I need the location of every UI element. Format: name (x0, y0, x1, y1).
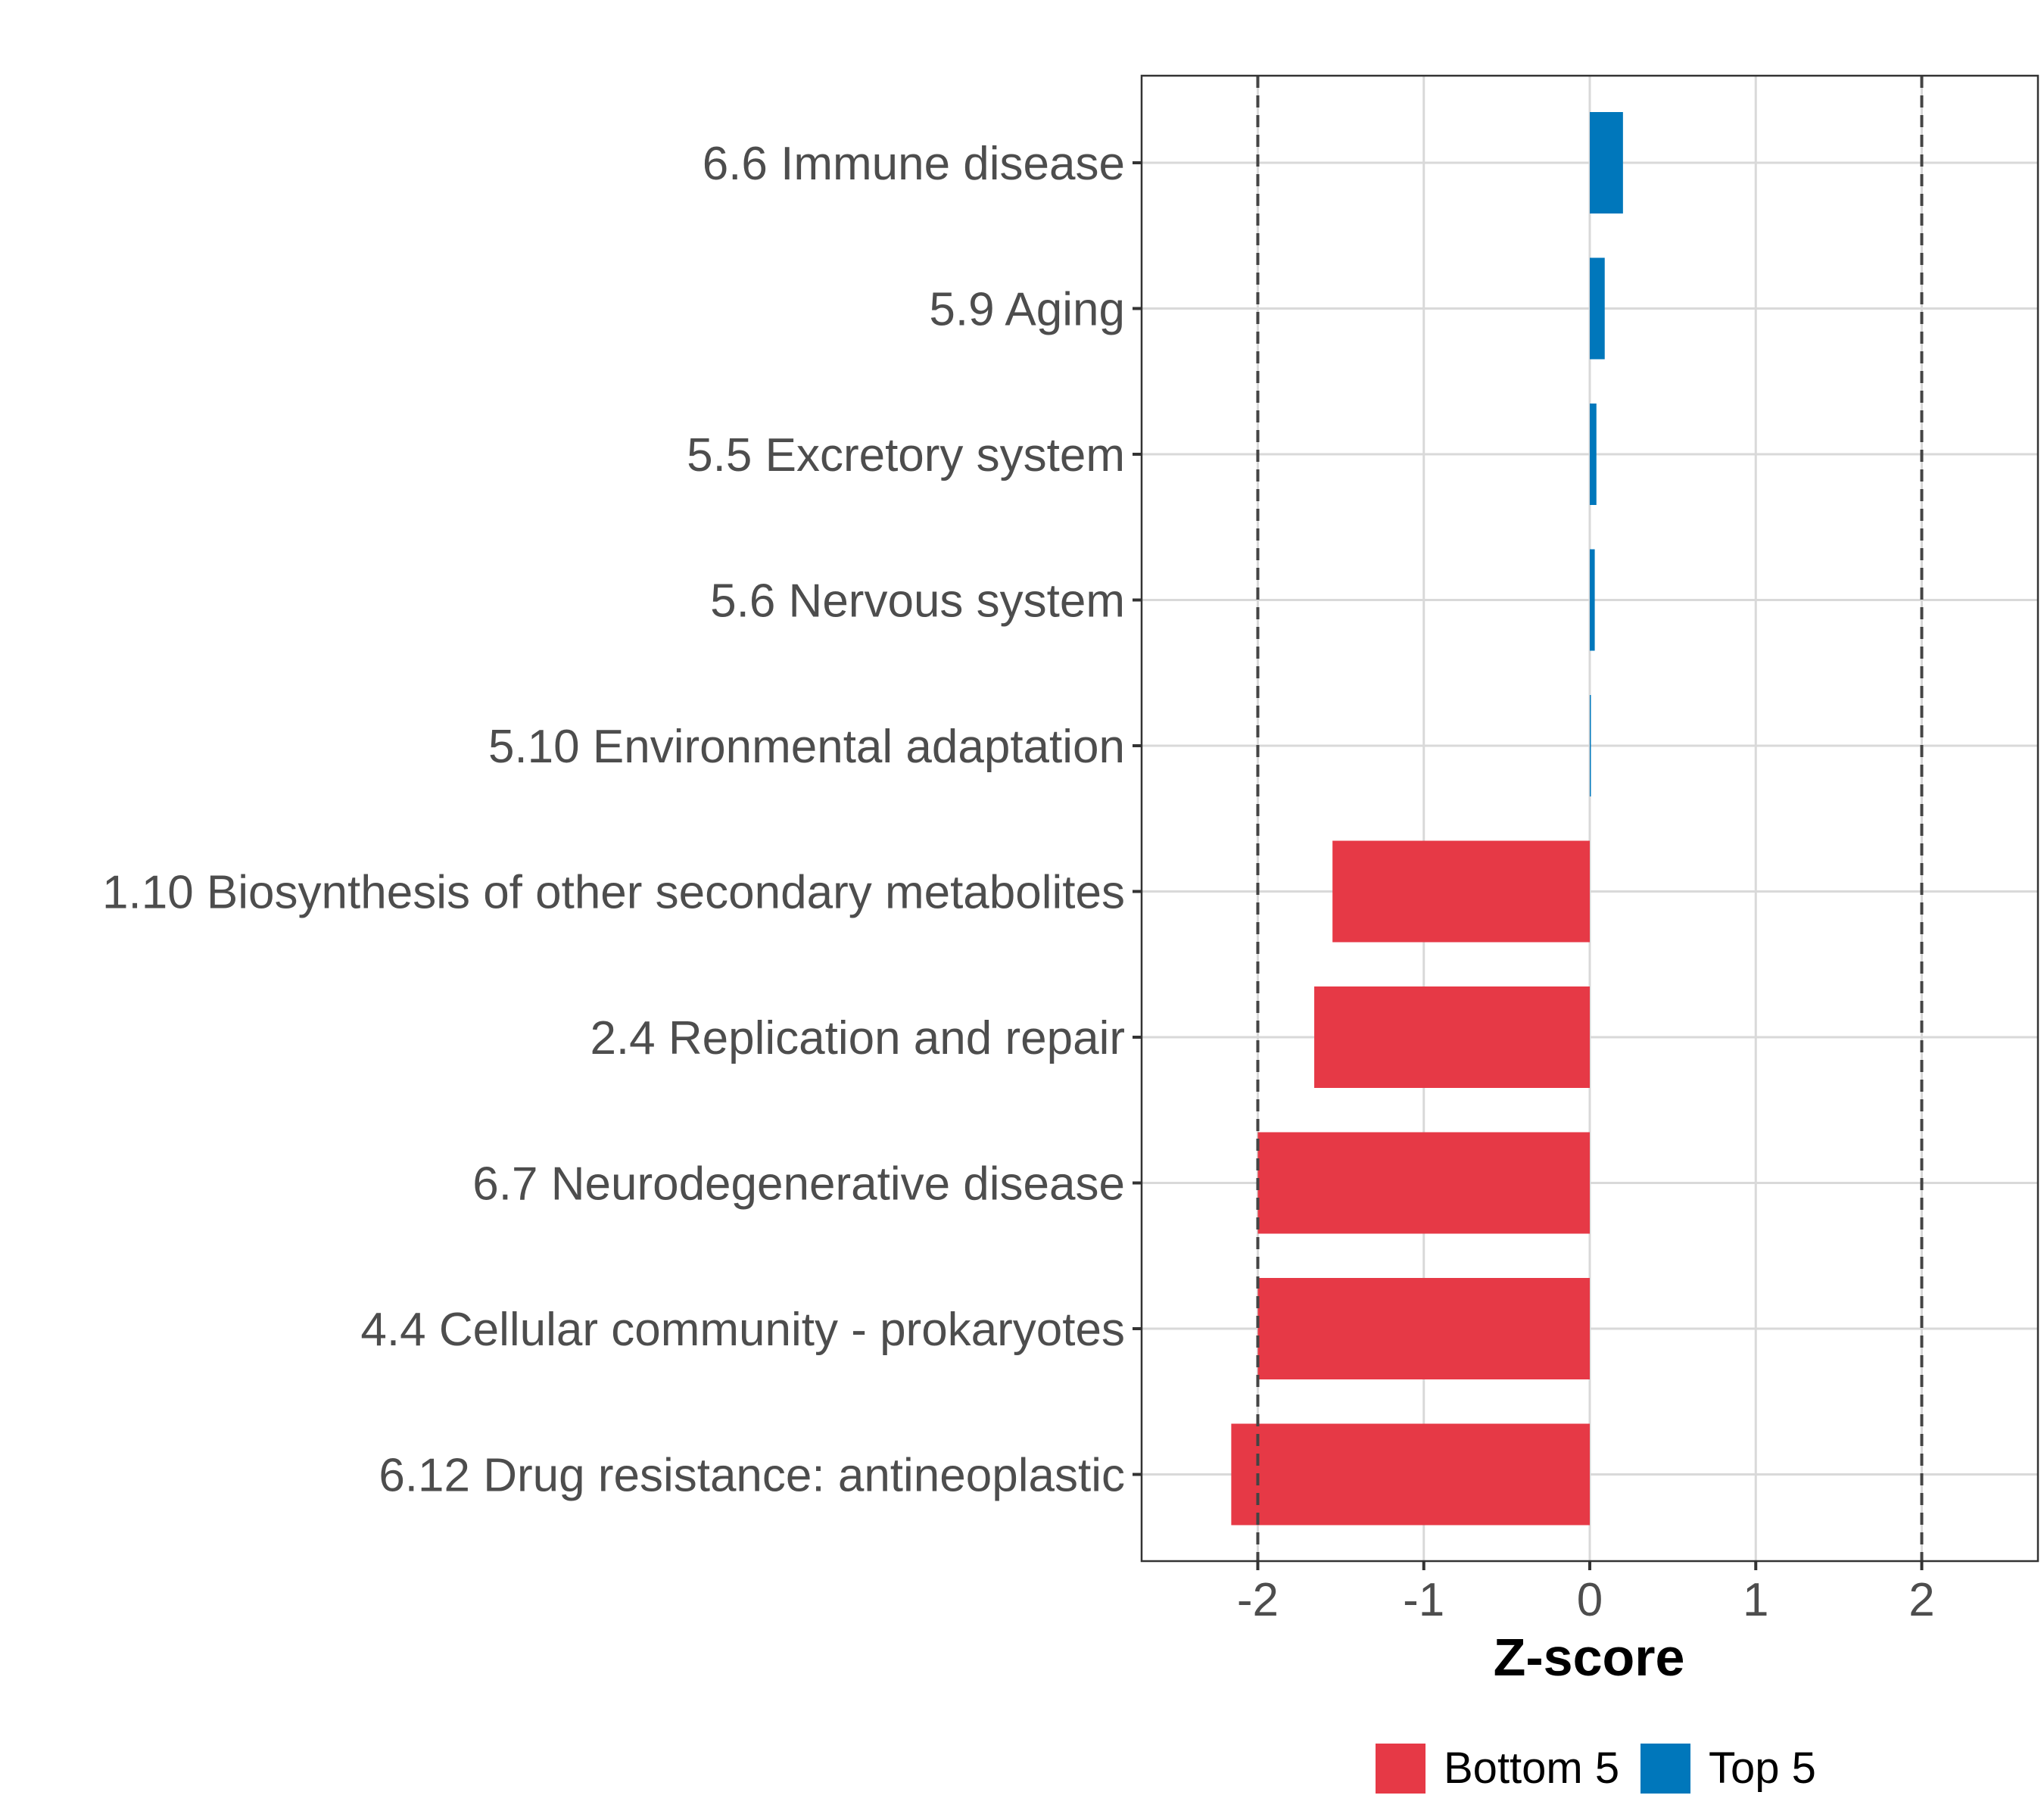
bar (1590, 257, 1605, 360)
bar (1257, 1132, 1590, 1234)
category-label: 5.9 Aging (929, 284, 1125, 336)
y-axis: 6.6 Immune disease 5.9 Aging 5.5 Excretory… (102, 138, 1142, 1502)
x-tick-label: 0 (1577, 1574, 1603, 1626)
legend-swatch (1376, 1744, 1426, 1794)
legend-swatch (1640, 1744, 1690, 1794)
x-tick-label: 2 (1908, 1574, 1934, 1626)
category-label: 4.4 Cellular community - prokaryotes (360, 1304, 1125, 1356)
reference-lines (1256, 76, 1924, 1561)
legend-label: Bottom 5 (1444, 1744, 1619, 1793)
x-tick-label: -1 (1403, 1574, 1444, 1626)
bar (1590, 404, 1597, 505)
category-label: 5.6 Nervous system (710, 575, 1125, 628)
x-tick-label: 1 (1743, 1574, 1768, 1626)
bar (1332, 840, 1590, 943)
category-label: 6.7 Neurodegenerative disease (472, 1158, 1125, 1211)
bar (1314, 986, 1590, 1088)
bar (1231, 1423, 1590, 1526)
category-label: 5.5 Excretory system (687, 429, 1125, 482)
x-axis-title: Z-score (1494, 1628, 1685, 1687)
bar (1257, 1278, 1590, 1379)
category-label: 6.12 Drug resistance: antineoplastic (379, 1450, 1125, 1502)
bar (1590, 549, 1595, 651)
category-label: 2.4 Replication and repair (590, 1012, 1125, 1064)
category-label: 6.6 Immune disease (703, 138, 1125, 190)
bars (1231, 112, 1623, 1526)
legend: Bottom 5 Top 5 (1376, 1744, 1816, 1794)
x-tick-label: -2 (1237, 1574, 1279, 1626)
bar (1590, 695, 1591, 796)
category-label: 5.10 Environmental adaptation (488, 721, 1125, 773)
x-axis: -2 -1 0 1 2 (1237, 1561, 1935, 1626)
bar (1590, 112, 1623, 213)
legend-label: Top 5 (1709, 1744, 1816, 1793)
category-label: 1.10 Biosynthesis of other secondary met… (102, 867, 1125, 919)
